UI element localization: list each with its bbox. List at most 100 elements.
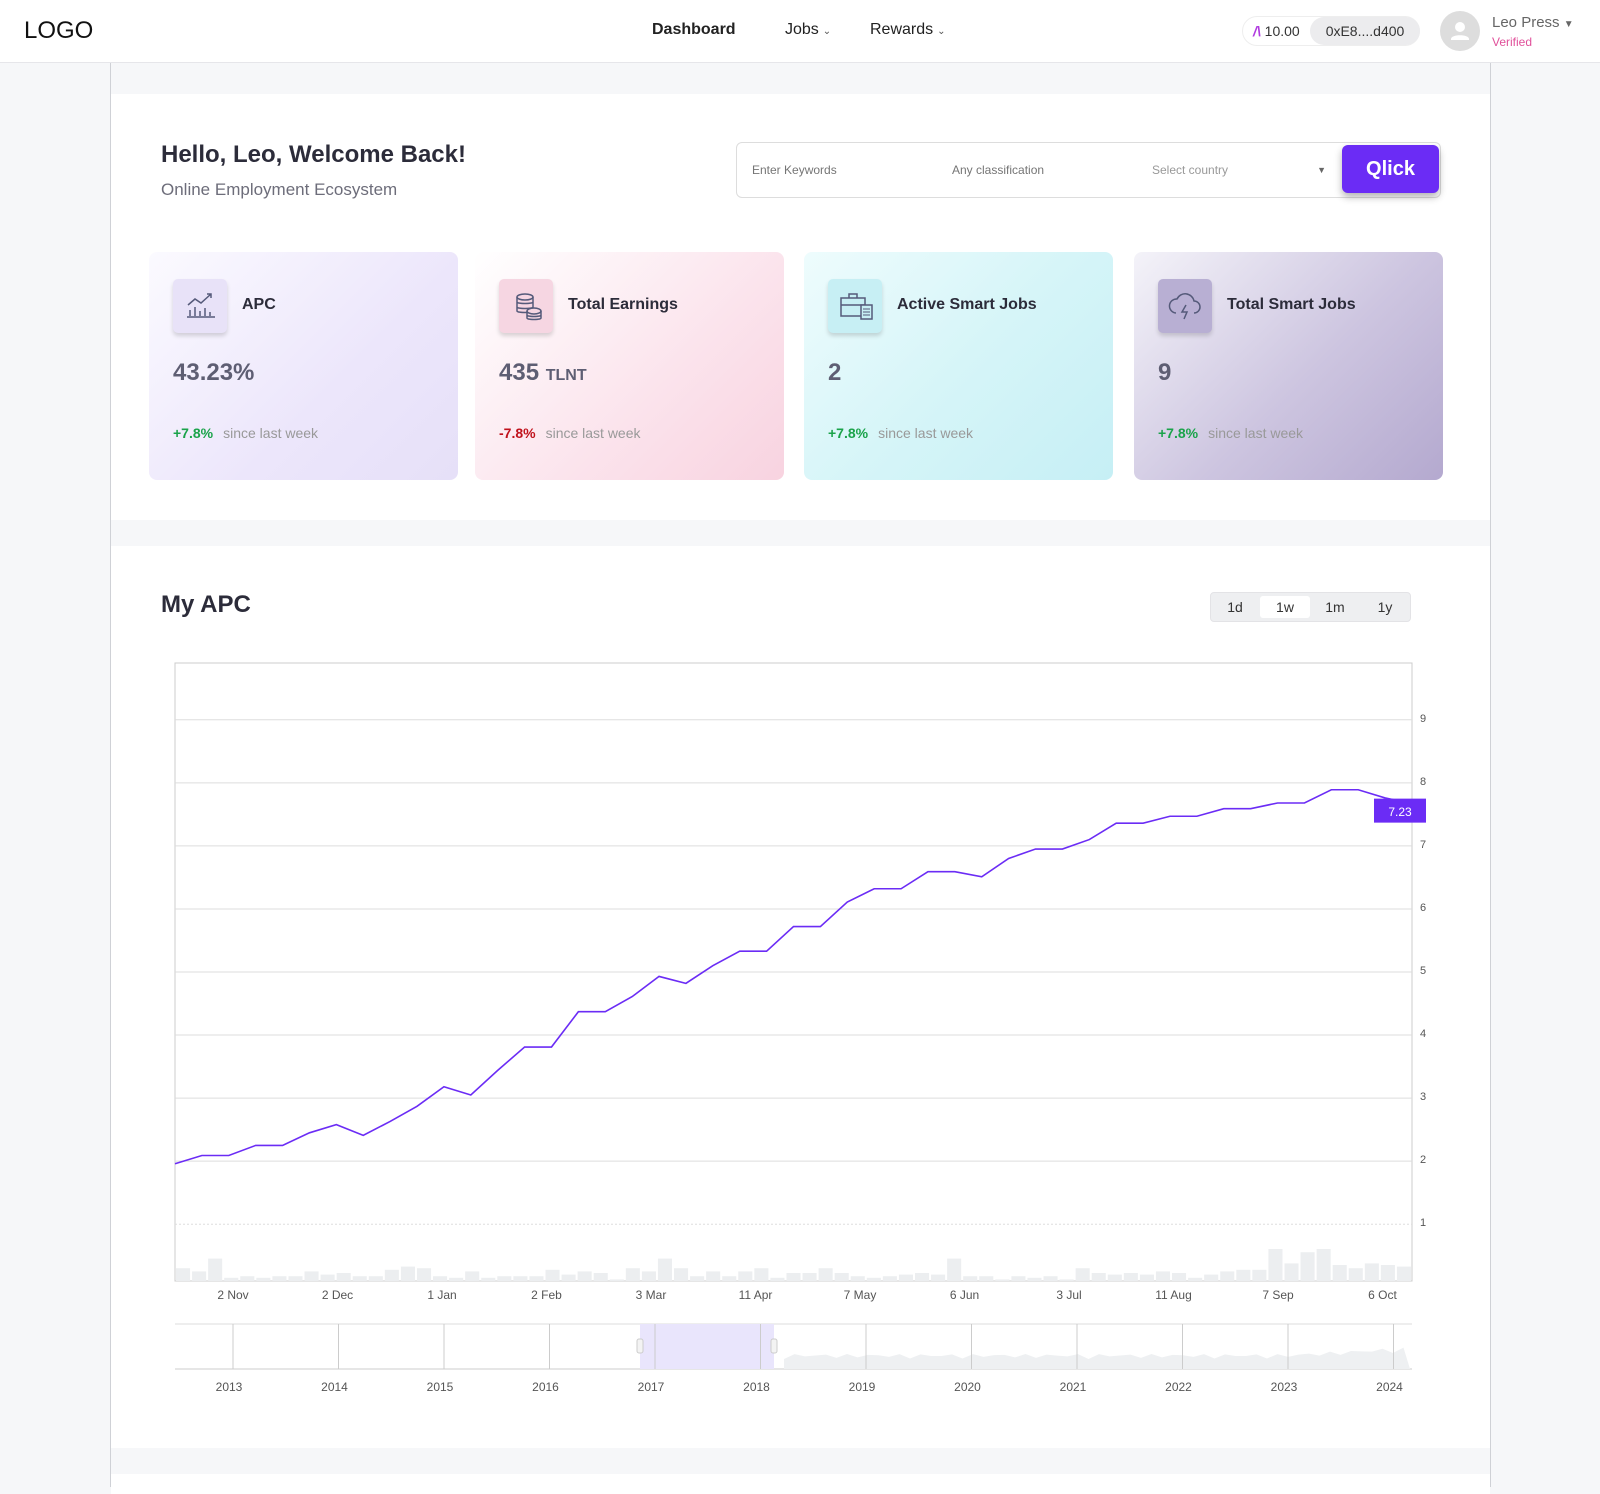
volume-bar	[690, 1276, 705, 1281]
volume-bar	[433, 1276, 448, 1281]
card-value-number: 9	[1158, 359, 1172, 386]
stat-card[interactable]: Active Smart Jobs 2 +7.8% since last week	[804, 252, 1113, 480]
search-button[interactable]: Qlick	[1342, 145, 1439, 193]
navigator-year-label: 2020	[954, 1380, 981, 1394]
card-value: 43.23%	[173, 359, 254, 387]
stat-card[interactable]: Total Smart Jobs 9 +7.8% since last week	[1134, 252, 1443, 480]
x-tick-label: 2 Feb	[531, 1288, 562, 1302]
y-tick-label: 3	[1420, 1091, 1427, 1104]
apc-panel	[111, 546, 1490, 1448]
last-value-label: 7.23	[1388, 804, 1412, 819]
volume-bar	[1348, 1268, 1363, 1281]
period-1m[interactable]: 1m	[1325, 599, 1345, 615]
navigator-handle[interactable]	[636, 1338, 644, 1354]
period-1y[interactable]: 1y	[1377, 599, 1393, 615]
card-since: since last week	[878, 425, 974, 441]
user-icon	[1451, 22, 1469, 40]
volume-bar	[947, 1258, 962, 1281]
volume-bar	[1332, 1265, 1347, 1281]
x-tick-label: 11 Aug	[1155, 1288, 1192, 1302]
navigator-year-label: 2015	[426, 1380, 454, 1394]
volume-bar	[1316, 1249, 1331, 1281]
volume-bar	[1123, 1273, 1138, 1281]
volume-bar	[770, 1277, 785, 1281]
y-tick-label: 4	[1420, 1028, 1427, 1041]
card-change: +7.8%	[828, 425, 869, 441]
volume-bar	[1107, 1274, 1122, 1281]
y-tick-label: 7	[1420, 838, 1427, 851]
y-tick-label: 9	[1420, 712, 1427, 725]
volume-bar	[722, 1276, 737, 1281]
card-value: 2	[828, 359, 841, 387]
volume-bar	[481, 1277, 496, 1281]
divider	[110, 63, 111, 1487]
nav-dashboard[interactable]: Dashboard	[652, 21, 736, 38]
volume-bar	[818, 1268, 833, 1281]
classification-input[interactable]	[938, 148, 1134, 192]
x-tick-label: 3 Mar	[635, 1288, 667, 1302]
volume-bar	[674, 1268, 689, 1281]
token-balance: /\ 10.00	[1253, 23, 1300, 39]
navigator-year-label: 2019	[848, 1380, 876, 1394]
card-since: since last week	[223, 425, 319, 441]
y-tick-label: 6	[1420, 901, 1427, 914]
navigator-year-label: 2022	[1165, 1380, 1192, 1394]
keywords-input[interactable]	[738, 148, 934, 192]
volume-bar	[850, 1276, 865, 1281]
volume-bar	[738, 1271, 753, 1281]
briefcase-icon	[828, 279, 882, 333]
volume-bar	[176, 1268, 191, 1281]
navigator-handle[interactable]	[770, 1338, 778, 1354]
volume-bar	[1236, 1269, 1251, 1281]
volume-bar	[786, 1273, 801, 1281]
volume-bar	[449, 1277, 464, 1281]
volume-bar	[1011, 1276, 1026, 1281]
card-change: -7.8%	[499, 425, 536, 441]
welcome-subtitle: Online Employment Ecosystem	[161, 180, 398, 199]
card-value-number: 2	[828, 359, 842, 386]
card-since: since last week	[545, 425, 641, 441]
volume-bar	[1380, 1265, 1395, 1281]
country-select[interactable]: Select country ▼	[1138, 148, 1338, 192]
navigator-year-label: 2018	[743, 1380, 770, 1394]
navigator-selection[interactable]	[640, 1324, 774, 1369]
stat-card[interactable]: APC 43.23% +7.8% since last week	[149, 252, 458, 480]
x-tick-label: 6 Oct	[1368, 1288, 1397, 1302]
card-change: +7.8%	[1158, 425, 1199, 441]
x-tick-label: 7 May	[843, 1288, 877, 1302]
navigator-year-label: 2024	[1376, 1380, 1403, 1394]
volume-bar	[931, 1274, 946, 1281]
y-tick-label: 8	[1420, 775, 1427, 788]
y-tick-label: 2	[1420, 1154, 1427, 1167]
stat-card[interactable]: Total Earnings 435 TLNT -7.8% since last …	[475, 252, 784, 480]
wallet-address[interactable]: 0xE8....d400	[1310, 17, 1420, 45]
token-icon: /\	[1253, 23, 1261, 39]
period-1w[interactable]: 1w	[1260, 596, 1310, 618]
apc-line	[174, 788, 1413, 1165]
card-value-number: 435	[499, 359, 540, 386]
navigator-year-label: 2016	[532, 1380, 559, 1394]
volume-bar	[1220, 1271, 1235, 1281]
nav-rewards-label: Rewards	[870, 21, 934, 38]
nav-rewards[interactable]: Rewards ⌄	[870, 21, 946, 39]
volume-bar	[545, 1269, 560, 1281]
avatar[interactable]	[1440, 11, 1480, 51]
volume-bar	[561, 1274, 576, 1281]
nav-jobs[interactable]: Jobs ⌄	[785, 21, 831, 39]
volume-bar	[1139, 1274, 1154, 1281]
last-value-marker	[1374, 798, 1426, 823]
volume-bar	[1364, 1263, 1379, 1281]
navigator-year-label: 2017	[637, 1380, 665, 1394]
user-menu[interactable]: Leo Press ▼	[1492, 14, 1574, 31]
caret-down-icon: ▼	[1317, 165, 1326, 175]
chart-trend-icon	[173, 279, 227, 333]
volume-bar	[1252, 1269, 1267, 1281]
volume-bar	[914, 1273, 930, 1281]
volume-bar	[1204, 1274, 1219, 1281]
volume-bar	[240, 1276, 255, 1281]
x-tick-label: 11 Apr	[738, 1288, 773, 1302]
period-1d[interactable]: 1d	[1227, 599, 1243, 615]
cloud-lightning-icon	[1158, 279, 1212, 333]
logo[interactable]: LOGO	[24, 17, 94, 44]
